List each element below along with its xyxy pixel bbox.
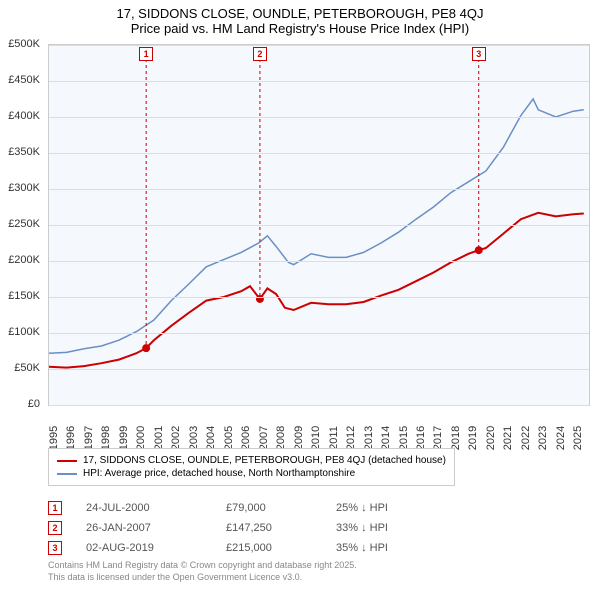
x-tick-label: 2022: [520, 426, 532, 450]
x-tick-label: 2023: [537, 426, 549, 450]
x-tick-label: 2016: [415, 426, 427, 450]
y-tick-label: £300K: [8, 182, 40, 194]
x-tick-label: 2021: [502, 426, 514, 450]
footer-line2: This data is licensed under the Open Gov…: [48, 572, 357, 584]
sale-price-2: £147,250: [226, 522, 336, 534]
sales-row-2: 2 26-JAN-2007 £147,250 33% ↓ HPI: [48, 518, 456, 538]
legend-row-price-paid: 17, SIDDONS CLOSE, OUNDLE, PETERBOROUGH,…: [57, 455, 446, 466]
series-line-hpi: [49, 99, 584, 353]
marker-box-1: 1: [139, 47, 153, 61]
y-tick-label: £350K: [8, 146, 40, 158]
y-tick-label: £500K: [8, 38, 40, 50]
title-block: 17, SIDDONS CLOSE, OUNDLE, PETERBOROUGH,…: [0, 0, 600, 36]
chart-container: 17, SIDDONS CLOSE, OUNDLE, PETERBOROUGH,…: [0, 0, 600, 590]
y-tick-label: £50K: [14, 362, 40, 374]
title-line1: 17, SIDDONS CLOSE, OUNDLE, PETERBOROUGH,…: [0, 6, 600, 21]
x-tick-label: 2018: [450, 426, 462, 450]
x-tick-label: 2005: [223, 426, 235, 450]
sale-price-3: £215,000: [226, 542, 336, 554]
x-tick-label: 1996: [65, 426, 77, 450]
x-tick-label: 2007: [258, 426, 270, 450]
y-tick-label: £0: [28, 398, 40, 410]
sale-date-3: 02-AUG-2019: [86, 542, 226, 554]
x-tick-label: 2024: [555, 426, 567, 450]
legend-swatch-hpi: [57, 473, 77, 475]
x-axis-labels: 1995 1996 1997 1998 1999 2000 2001 2002 2003 2004…: [48, 410, 588, 450]
y-tick-label: £450K: [8, 74, 40, 86]
sales-row-3: 3 02-AUG-2019 £215,000 35% ↓ HPI: [48, 538, 456, 558]
x-tick-label: 2010: [310, 426, 322, 450]
x-tick-label: 1997: [83, 426, 95, 450]
marker-icon-3: 3: [48, 541, 62, 555]
footer-line1: Contains HM Land Registry data © Crown c…: [48, 560, 357, 572]
sale-diff-2: 33% ↓ HPI: [336, 522, 456, 534]
sale-diff-3: 35% ↓ HPI: [336, 542, 456, 554]
sale-diff-1: 25% ↓ HPI: [336, 502, 456, 514]
legend-label-price-paid: 17, SIDDONS CLOSE, OUNDLE, PETERBOROUGH,…: [83, 455, 446, 466]
y-tick-label: £150K: [8, 290, 40, 302]
marker-icon-2: 2: [48, 521, 62, 535]
y-axis-labels: £0£50K£100K£150K£200K£250K£300K£350K£400…: [0, 44, 44, 404]
x-tick-label: 2001: [153, 426, 165, 450]
y-tick-label: £100K: [8, 326, 40, 338]
x-tick-label: 1995: [48, 426, 60, 450]
marker-box-2: 2: [253, 47, 267, 61]
y-tick-label: £250K: [8, 218, 40, 230]
legend-label-hpi: HPI: Average price, detached house, Nort…: [83, 468, 355, 479]
sale-dot-3: [475, 247, 482, 254]
sale-date-1: 24-JUL-2000: [86, 502, 226, 514]
x-tick-label: 1999: [118, 426, 130, 450]
x-tick-label: 2006: [240, 426, 252, 450]
chart-plot-area: 1 2 3: [48, 44, 590, 406]
x-tick-label: 2025: [572, 426, 584, 450]
legend-row-hpi: HPI: Average price, detached house, Nort…: [57, 468, 446, 479]
y-tick-label: £400K: [8, 110, 40, 122]
x-tick-label: 2017: [432, 426, 444, 450]
sales-table: 1 24-JUL-2000 £79,000 25% ↓ HPI 2 26-JAN…: [48, 498, 456, 558]
x-tick-label: 2015: [398, 426, 410, 450]
sale-price-1: £79,000: [226, 502, 336, 514]
x-tick-label: 1998: [100, 426, 112, 450]
x-tick-label: 2020: [485, 426, 497, 450]
x-tick-label: 2014: [380, 426, 392, 450]
footer-text: Contains HM Land Registry data © Crown c…: [48, 560, 357, 583]
x-tick-label: 2009: [293, 426, 305, 450]
sales-row-1: 1 24-JUL-2000 £79,000 25% ↓ HPI: [48, 498, 456, 518]
sale-dot-1: [143, 345, 150, 352]
series-line-price_paid: [49, 213, 584, 368]
x-tick-label: 2004: [205, 426, 217, 450]
sale-date-2: 26-JAN-2007: [86, 522, 226, 534]
legend-swatch-price-paid: [57, 460, 77, 462]
marker-icon-1: 1: [48, 501, 62, 515]
legend-box: 17, SIDDONS CLOSE, OUNDLE, PETERBOROUGH,…: [48, 448, 455, 486]
x-tick-label: 2008: [275, 426, 287, 450]
title-line2: Price paid vs. HM Land Registry's House …: [0, 21, 600, 36]
y-tick-label: £200K: [8, 254, 40, 266]
marker-box-3: 3: [472, 47, 486, 61]
x-tick-label: 2002: [170, 426, 182, 450]
x-tick-label: 2003: [188, 426, 200, 450]
x-tick-label: 2019: [467, 426, 479, 450]
x-tick-label: 2011: [328, 426, 340, 450]
x-tick-label: 2013: [363, 426, 375, 450]
x-tick-label: 2000: [135, 426, 147, 450]
x-tick-label: 2012: [345, 426, 357, 450]
